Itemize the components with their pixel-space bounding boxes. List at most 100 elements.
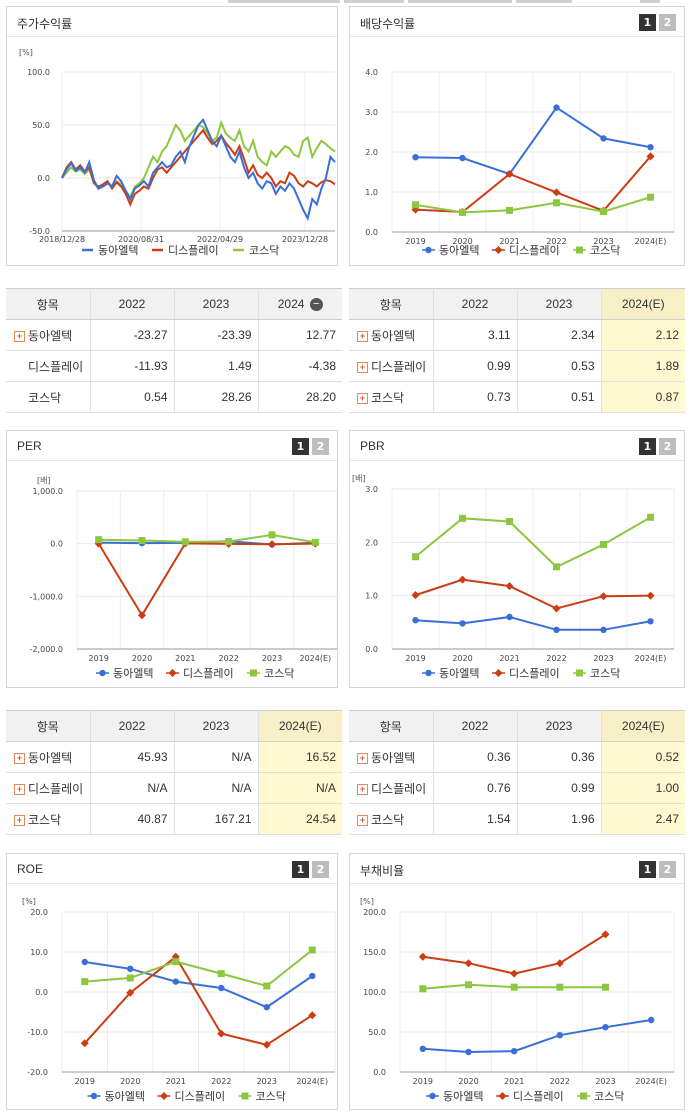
y-tick-label: 50.0 bbox=[32, 121, 50, 130]
header-2022: 2022 bbox=[433, 710, 518, 742]
legend-label: 디스플레이 bbox=[168, 244, 219, 257]
value-cell: -4.38 bbox=[258, 350, 342, 382]
page-1-button[interactable]: 1 bbox=[639, 14, 656, 31]
legend-label: 디스플레이 bbox=[175, 1090, 226, 1103]
series-markers bbox=[412, 513, 654, 571]
legend-item[interactable]: 동아엘텍 bbox=[82, 244, 138, 257]
legend-item[interactable]: 코스닥 bbox=[247, 667, 294, 680]
legend-item[interactable]: 디스플레이 bbox=[157, 1090, 226, 1103]
square-marker bbox=[95, 536, 103, 544]
page-2-button[interactable]: 2 bbox=[312, 438, 329, 455]
per-table: 항목 2022 2023 2024(E) + 동아엘텍 45.93 N/A 16.52 +… bbox=[6, 710, 342, 835]
legend-item[interactable]: 코스닥 bbox=[573, 244, 620, 257]
circle-marker bbox=[412, 154, 419, 161]
page-1-button[interactable]: 1 bbox=[639, 861, 656, 878]
square-marker bbox=[647, 193, 654, 201]
expand-plus-icon[interactable]: + bbox=[14, 814, 25, 826]
legend-item[interactable]: 디스플레이 bbox=[492, 244, 560, 257]
row-name-cell: 코스닥 bbox=[6, 381, 91, 413]
expand-plus-icon[interactable]: + bbox=[357, 361, 368, 373]
header-2024: 2024 − bbox=[258, 288, 342, 320]
expand-plus-icon[interactable]: + bbox=[14, 330, 25, 342]
series-line bbox=[61, 128, 336, 208]
y-tick-label: 1,000.0 bbox=[32, 487, 63, 496]
page-2-button[interactable]: 2 bbox=[659, 14, 676, 31]
row-name: 디스플레이 bbox=[28, 781, 84, 796]
legend-item[interactable]: 디스플레이 bbox=[496, 1090, 564, 1103]
table-row: + 코스닥 0.73 0.51 0.87 bbox=[349, 381, 685, 413]
y-tick-label: -2,000.0 bbox=[30, 645, 63, 654]
legend-item[interactable]: 코스닥 bbox=[573, 667, 620, 680]
y-tick-label: 0.0 bbox=[365, 228, 378, 237]
legend-item[interactable]: 동아엘텍 bbox=[87, 1090, 145, 1103]
legend-item[interactable]: 디스플레이 bbox=[492, 667, 560, 680]
dividend-yield-panel: 배당수익률 1 2 4.0 3.0 2.0 1.0 0.0 2019 2020 2021 202… bbox=[349, 6, 685, 266]
legend-diamond-marker-icon bbox=[168, 669, 177, 677]
series-line bbox=[97, 542, 316, 618]
page-2-button[interactable]: 2 bbox=[312, 861, 329, 878]
page-2-button[interactable]: 2 bbox=[659, 861, 676, 878]
panel-header: ROE 1 2 bbox=[7, 854, 337, 884]
square-marker bbox=[510, 983, 518, 991]
row-name: 동아엘텍 bbox=[371, 750, 416, 765]
value-cell: 16.52 bbox=[258, 741, 342, 773]
expand-plus-icon[interactable]: + bbox=[357, 814, 368, 826]
square-marker bbox=[81, 978, 89, 986]
header-2024e: 2024(E) bbox=[601, 710, 685, 742]
legend-label: 코스닥 bbox=[594, 1090, 624, 1103]
legend-item[interactable]: 디스플레이 bbox=[152, 244, 219, 257]
legend-item[interactable]: 코스닥 bbox=[577, 1090, 624, 1103]
legend-item[interactable]: 동아엘텍 bbox=[96, 667, 153, 680]
expand-plus-icon[interactable]: + bbox=[357, 752, 368, 764]
panel-header: 주가수익률 bbox=[7, 7, 337, 37]
legend-item[interactable]: 코스닥 bbox=[238, 1090, 286, 1103]
square-marker bbox=[217, 970, 225, 978]
value-cell: 0.52 bbox=[601, 741, 685, 773]
table-row: 디스플레이 -11.93 1.49 -4.38 bbox=[6, 350, 342, 382]
diamond-marker bbox=[308, 1011, 317, 1020]
legend-square-marker-icon bbox=[580, 1092, 587, 1100]
page-2-button[interactable]: 2 bbox=[659, 438, 676, 455]
expand-plus-icon[interactable]: + bbox=[357, 783, 368, 795]
legend-item[interactable]: 동아엘텍 bbox=[422, 667, 479, 680]
expand-plus-icon[interactable]: + bbox=[357, 392, 368, 404]
table-row: + 동아엘텍 -23.27 -23.39 12.77 bbox=[6, 319, 342, 351]
x-tick-label: 2023 bbox=[593, 654, 613, 663]
y-tick-label: 4.0 bbox=[365, 68, 378, 77]
series-line bbox=[414, 516, 652, 569]
legend-item[interactable]: 동아엘텍 bbox=[422, 244, 479, 257]
circle-marker bbox=[510, 1048, 518, 1055]
row-name-cell: + 코스닥 bbox=[349, 381, 434, 413]
square-marker bbox=[465, 981, 472, 989]
value-cell: 0.51 bbox=[517, 381, 602, 413]
unit-label: [배] bbox=[37, 476, 51, 485]
x-tick-label: 2023 bbox=[593, 237, 613, 246]
collapse-minus-icon[interactable]: − bbox=[309, 298, 323, 312]
page-1-button[interactable]: 1 bbox=[292, 438, 309, 455]
value-cell: 1.00 bbox=[601, 772, 685, 804]
square-marker bbox=[412, 201, 419, 209]
x-tick-label: 2022 bbox=[550, 1077, 570, 1086]
legend-item[interactable]: 코스닥 bbox=[233, 244, 279, 257]
unit-label: [%] bbox=[360, 897, 374, 906]
expand-plus-icon[interactable]: + bbox=[14, 752, 25, 764]
expand-plus-icon[interactable]: + bbox=[357, 330, 368, 342]
panel-header: PBR 1 2 bbox=[350, 431, 684, 461]
square-marker bbox=[556, 983, 564, 991]
y-tick-label: 20.0 bbox=[30, 908, 48, 917]
expand-plus-icon[interactable]: + bbox=[14, 783, 25, 795]
table-row: + 동아엘텍 45.93 N/A 16.52 bbox=[6, 741, 342, 773]
value-cell: 2.12 bbox=[601, 319, 685, 351]
page-1-button[interactable]: 1 bbox=[292, 861, 309, 878]
debt-ratio-chart: [%] 200.0 150.0 100.0 50.0 0.0 2019 2020 2021 202… bbox=[360, 897, 675, 1103]
panel-header: 부채비율 1 2 bbox=[350, 854, 684, 884]
page-1-button[interactable]: 1 bbox=[639, 438, 656, 455]
table-row: 코스닥 0.54 28.26 28.20 bbox=[6, 381, 342, 413]
legend-circle-marker-icon bbox=[90, 1092, 98, 1100]
legend-item[interactable]: 디스플레이 bbox=[166, 667, 234, 680]
legend-item[interactable]: 동아엘텍 bbox=[426, 1090, 483, 1103]
value-cell: 1.54 bbox=[433, 803, 518, 835]
value-cell: 2.47 bbox=[601, 803, 685, 835]
y-tick-label: 2.0 bbox=[365, 148, 378, 157]
panel-title: PBR bbox=[360, 439, 385, 453]
